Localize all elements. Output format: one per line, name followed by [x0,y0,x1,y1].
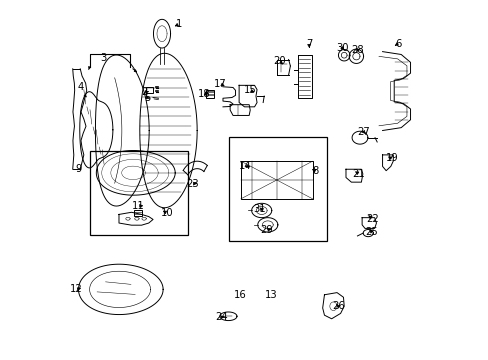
Text: 31: 31 [253,204,265,215]
Text: 30: 30 [335,43,348,53]
Text: 24: 24 [215,312,228,322]
Text: 8: 8 [312,166,318,176]
Text: 10: 10 [161,208,173,218]
Text: 3: 3 [100,53,106,63]
Text: 28: 28 [350,45,363,55]
Bar [205,90,213,98]
Text: 12: 12 [70,284,83,294]
Text: 23: 23 [186,179,199,189]
Bar [146,87,152,93]
Text: 14: 14 [239,161,251,171]
Text: 5: 5 [143,93,150,103]
Text: 16: 16 [233,291,246,301]
Text: 19: 19 [385,153,398,163]
Text: 21: 21 [351,168,364,179]
Bar [89,150,187,234]
Text: 17: 17 [213,79,226,89]
Text: 6: 6 [394,39,400,49]
Bar [134,210,142,216]
Text: 27: 27 [356,127,369,136]
Text: 7: 7 [305,40,312,49]
Text: 18: 18 [198,89,210,99]
Text: 9: 9 [76,164,82,174]
Text: 11: 11 [132,201,145,211]
Text: 20: 20 [272,56,285,66]
Text: 15: 15 [243,85,256,95]
Text: 13: 13 [264,290,277,300]
Bar [228,137,326,241]
Text: 4: 4 [77,82,83,92]
Text: 22: 22 [365,214,378,224]
Text: 26: 26 [331,301,344,311]
Text: 2: 2 [142,87,148,97]
Text: 25: 25 [365,227,377,237]
Text: 1: 1 [176,19,182,29]
Text: 29: 29 [260,225,273,235]
